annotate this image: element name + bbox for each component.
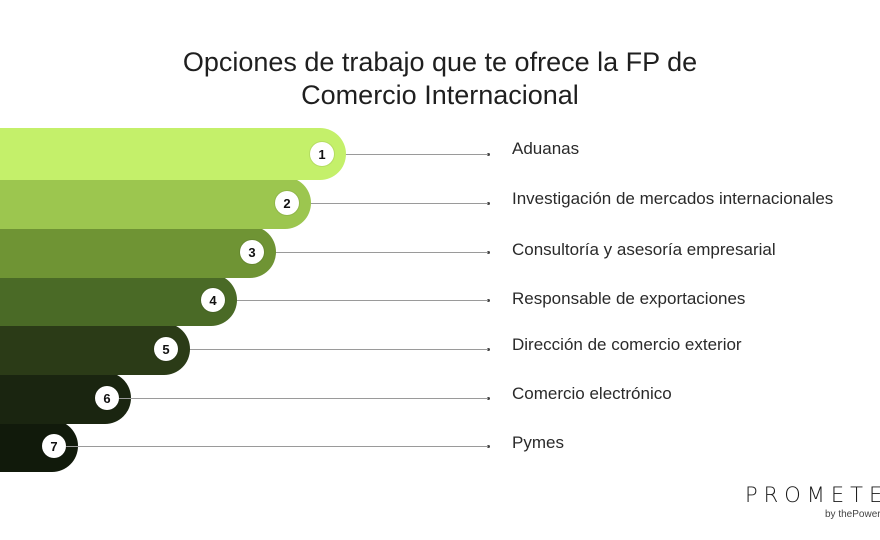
option-label-5: Dirección de comercio exterior [512,335,742,354]
connector-line-3 [264,252,488,253]
connector-dot-6 [487,397,490,400]
connector-line-2 [299,203,488,204]
logo-tagline: by thePower [825,509,880,520]
option-label-3: Consultoría y asesoría empresarial [512,240,776,259]
connector-dot-1 [487,153,490,156]
connector-dot-7 [487,445,490,448]
option-number-3: 3 [240,240,264,264]
connector-dot-5 [487,348,490,351]
option-number-1: 1 [310,142,334,166]
option-number-4: 4 [201,288,225,312]
option-number-5: 5 [154,337,178,361]
title-line-1: Opciones de trabajo que te ofrece la FP … [182,47,698,77]
option-number-6: 6 [95,386,119,410]
connector-dot-3 [487,251,490,254]
connector-line-7 [66,446,488,447]
option-bar-2 [0,177,311,229]
option-label-6: Comercio electrónico [512,384,672,403]
option-label-2: Investigación de mercados internacionale… [512,189,834,208]
prometeo-logo: PROMETEO by thePower [745,483,880,520]
title-line-2: Comercio Internacional [301,80,579,110]
connector-line-5 [178,349,488,350]
diagram-title: Opciones de trabajo que te ofrece la FP … [0,46,880,112]
option-number-2: 2 [275,191,299,215]
option-label-4: Responsable de exportaciones [512,289,746,308]
option-number-7: 7 [42,434,66,458]
option-label-1: Aduanas [512,139,580,158]
logo-wordmark: PROMETEO [745,483,880,507]
option-label-7: Pymes [512,433,564,452]
connector-dot-2 [487,202,490,205]
option-bar-3 [0,226,276,278]
connector-line-1 [334,154,488,155]
connector-dot-4 [487,299,490,302]
connector-line-4 [225,300,488,301]
option-bar-1 [0,128,346,180]
option-bar-4 [0,274,237,326]
connector-line-6 [119,398,488,399]
